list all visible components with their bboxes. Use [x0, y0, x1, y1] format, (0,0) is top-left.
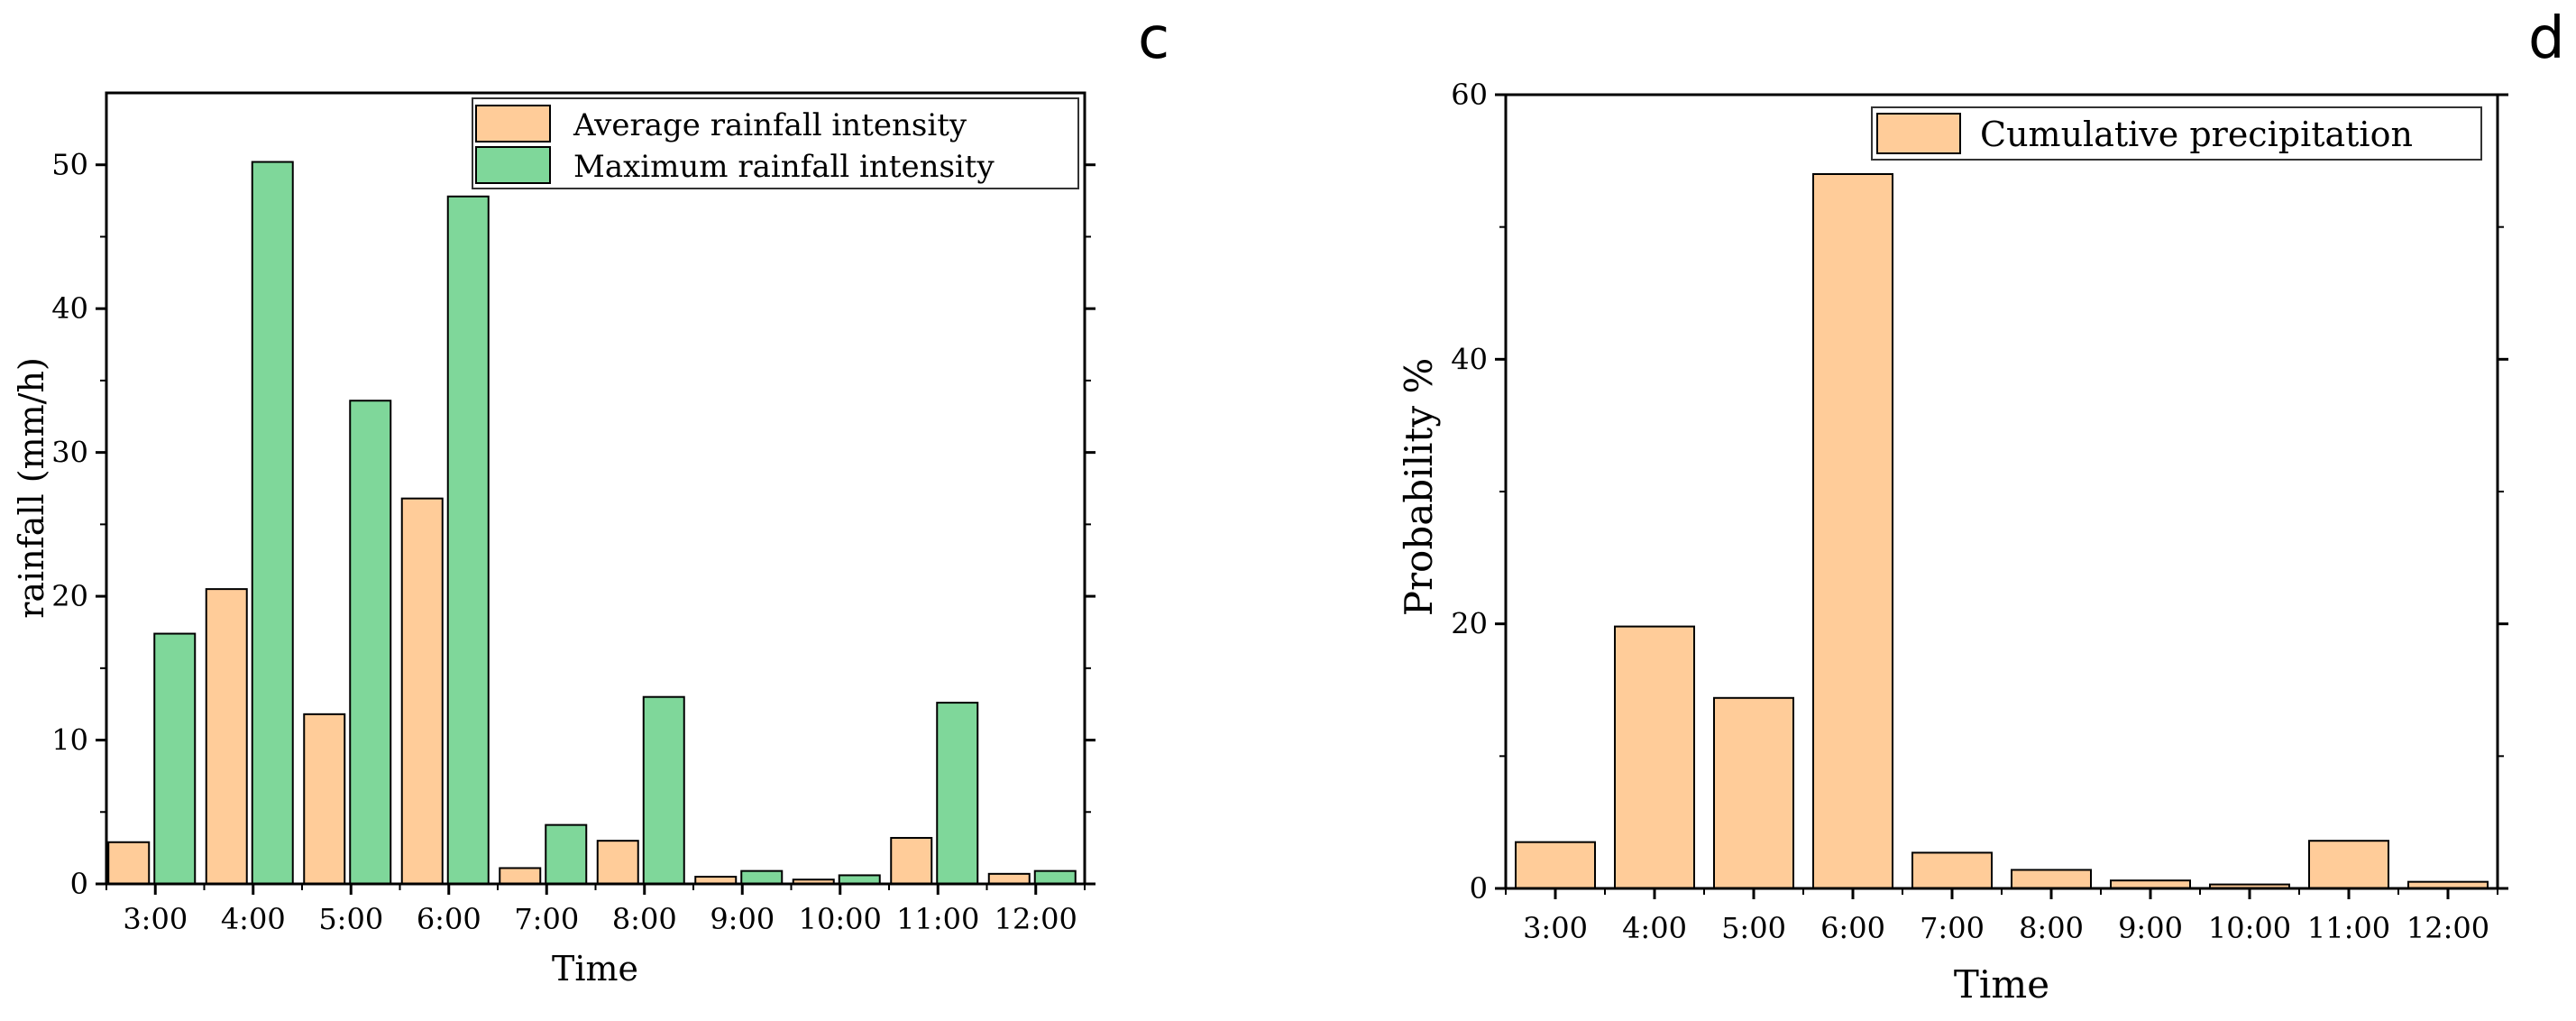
- bar-average-rainfall-intensity-400: [205, 588, 248, 885]
- bar-average-rainfall-intensity-500: [303, 713, 346, 885]
- bar-maximum-rainfall-intensity-400: [251, 161, 294, 885]
- y-tick-label: 60: [1451, 78, 1488, 112]
- y-axis: 0 20 40 60: [1451, 78, 2508, 906]
- bar-maximum-rainfall-intensity-800: [642, 695, 685, 886]
- bar-average-rainfall-intensity-1200: [987, 872, 1031, 886]
- bar-average-rainfall-intensity-800: [596, 840, 639, 885]
- x-tick-label: 8:00: [2019, 911, 2084, 945]
- y-tick-label: 40: [51, 291, 88, 326]
- x-tick-label: 6:00: [1820, 911, 1885, 945]
- x-axis-title: Time: [1954, 962, 2049, 1007]
- bar-maximum-rainfall-intensity-600: [446, 195, 490, 886]
- bar-average-rainfall-intensity-1100: [890, 836, 933, 886]
- bar-average-rainfall-intensity-300: [107, 841, 151, 885]
- legend-swatch-maximum: [475, 146, 551, 184]
- bar-maximum-rainfall-intensity-700: [545, 823, 588, 886]
- bar-average-rainfall-intensity-700: [499, 867, 542, 886]
- x-tick-label: 5:00: [318, 902, 383, 936]
- legend: Average rainfall intensity Maximum rainf…: [472, 97, 1079, 189]
- panel-letter-d: d: [2528, 5, 2565, 72]
- x-tick-label: 8:00: [612, 902, 677, 936]
- x-tick-label: 7:00: [1920, 911, 1985, 945]
- chart-panel-d: d 0 20 40 60 3:00 4:00 5:00 6:00 7:00 8:00 9:00 10…: [1397, 5, 2565, 1007]
- y-tick-label: 20: [51, 579, 88, 613]
- x-axis: 3:00 4:00 5:00 6:00 7:00 8:00 9:00 10:00 11:00 12…: [105, 884, 1086, 936]
- x-tick-label: 7:00: [514, 902, 579, 936]
- legend-label-cumulative: Cumulative precipitation: [1980, 115, 2413, 154]
- x-tick-label: 4:00: [221, 902, 286, 936]
- legend: Cumulative precipitation: [1871, 106, 2482, 161]
- x-tick-label: 6:00: [417, 902, 481, 936]
- legend-label-maximum: Maximum rainfall intensity: [573, 149, 995, 185]
- y-tick-label: 40: [1451, 342, 1488, 376]
- y-tick-label: 50: [51, 148, 88, 182]
- bars-group: [1515, 173, 2489, 890]
- x-tick-label: 12:00: [2406, 911, 2489, 945]
- x-tick-label: 3:00: [123, 902, 188, 936]
- y-axis: 0 10 20 30 40 50: [51, 148, 1095, 901]
- x-tick-label: 5:00: [1721, 911, 1786, 945]
- bar-average-rainfall-intensity-600: [400, 497, 444, 885]
- x-axis-title: Time: [552, 949, 638, 989]
- bar-cumulative-precipitation-600: [1812, 173, 1893, 889]
- y-tick-label: 20: [1451, 607, 1488, 641]
- x-tick-label: 10:00: [2208, 911, 2291, 945]
- x-tick-label: 11:00: [896, 902, 979, 936]
- y-tick-label: 10: [51, 723, 88, 758]
- bar-cumulative-precipitation-800: [2011, 869, 2092, 890]
- x-tick-label: 12:00: [995, 902, 1077, 936]
- y-tick-label: 30: [51, 436, 88, 470]
- bar-cumulative-precipitation-400: [1614, 625, 1695, 889]
- legend-swatch-cumulative: [1876, 113, 1961, 154]
- y-axis-title: Probability %: [1397, 358, 1441, 617]
- x-tick-label: 9:00: [2118, 911, 2183, 945]
- y-tick-label: 0: [70, 867, 88, 901]
- bar-maximum-rainfall-intensity-900: [740, 869, 784, 886]
- bar-cumulative-precipitation-300: [1515, 841, 1596, 890]
- legend-label-average: Average rainfall intensity: [573, 107, 967, 143]
- y-tick-label: 0: [1470, 871, 1488, 906]
- x-tick-label: 10:00: [799, 902, 882, 936]
- x-tick-label: 11:00: [2307, 911, 2390, 945]
- y-axis-title: rainfall (mm/h): [12, 357, 51, 619]
- bar-cumulative-precipitation-1100: [2308, 840, 2389, 890]
- bar-cumulative-precipitation-700: [1911, 851, 1993, 890]
- bar-maximum-rainfall-intensity-1100: [936, 702, 979, 885]
- x-tick-label: 9:00: [710, 902, 775, 936]
- x-axis: 3:00 4:00 5:00 6:00 7:00 8:00 9:00 10:00 11:00 12…: [1505, 888, 2498, 945]
- panel-letter-c: c: [1138, 5, 1169, 72]
- bar-cumulative-precipitation-500: [1713, 696, 1794, 889]
- x-tick-label: 3:00: [1523, 911, 1588, 945]
- x-tick-label: 4:00: [1622, 911, 1687, 945]
- legend-box: [472, 97, 1079, 189]
- bar-maximum-rainfall-intensity-500: [349, 400, 392, 885]
- bar-maximum-rainfall-intensity-1200: [1033, 869, 1077, 886]
- legend-swatch-average: [475, 105, 551, 143]
- legend-box: [1871, 106, 2482, 161]
- chart-panel-c: c 0 10 20 30 40 50 3:00 4:00 5:00 6:00 7:00 8:00 9:…: [12, 5, 1169, 989]
- bar-maximum-rainfall-intensity-300: [153, 632, 197, 885]
- bars-group: [107, 161, 1077, 886]
